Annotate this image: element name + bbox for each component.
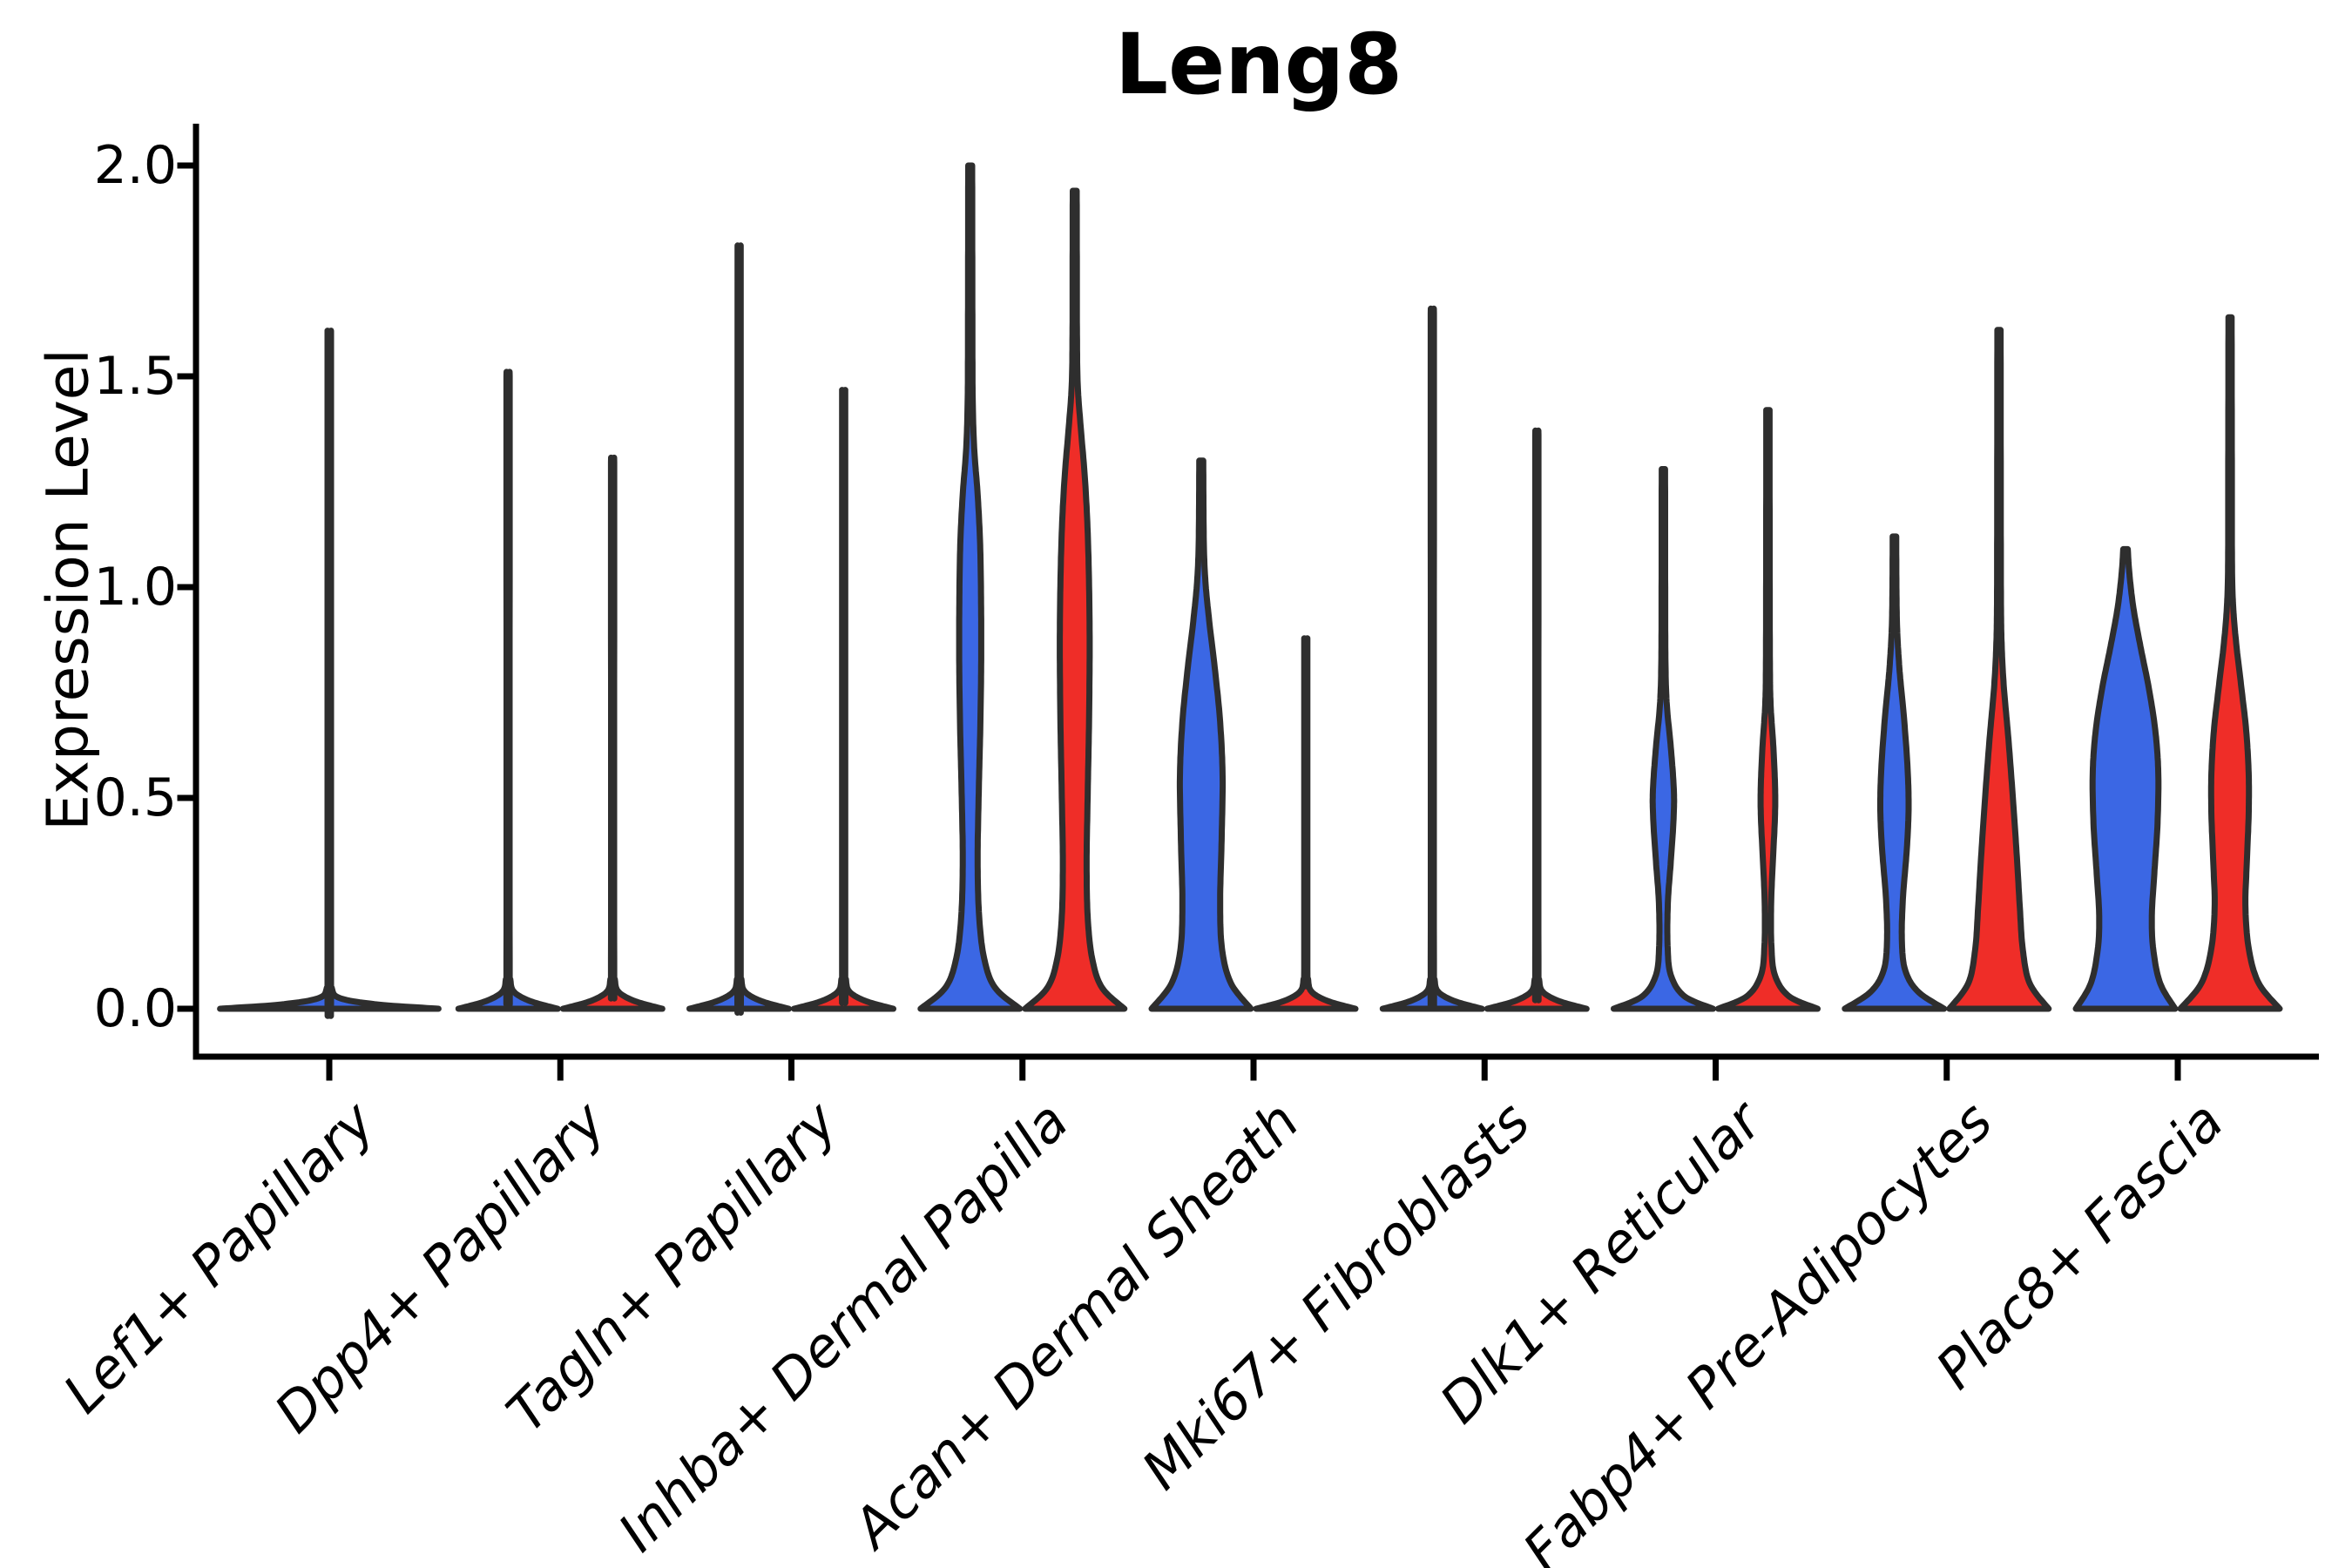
violin-mki67-fibroblasts-blue bbox=[1379, 305, 1485, 1012]
x-tick-mark bbox=[1943, 1059, 1950, 1081]
y-tick-label: 0.0 bbox=[93, 978, 177, 1039]
x-tick-mark bbox=[2174, 1059, 2181, 1081]
x-tick-mark bbox=[1250, 1059, 1257, 1081]
chart-title: Leng8 bbox=[1114, 16, 1403, 113]
violin-dlk1-reticular-blue bbox=[1611, 466, 1716, 1012]
x-tick-mark bbox=[557, 1059, 564, 1081]
violin-dpp4-papillary-blue bbox=[455, 368, 561, 1012]
violin-dpp4-papillary-red bbox=[559, 454, 666, 1012]
y-tick-mark bbox=[177, 373, 193, 380]
violin-tagln-papillary-blue bbox=[686, 242, 792, 1016]
violin-tagln-papillary-red bbox=[791, 387, 896, 1012]
violin-acan-dermal-sheath-red bbox=[1253, 635, 1359, 1012]
y-tick-label: 1.5 bbox=[93, 346, 177, 407]
violin-plac8-fascia-blue bbox=[2072, 545, 2179, 1012]
x-tick-mark bbox=[1019, 1059, 1026, 1081]
y-tick-label: 1.0 bbox=[93, 557, 177, 618]
violin-lef1-papillary-blue bbox=[217, 328, 442, 1019]
violin-mki67-fibroblasts-red bbox=[1484, 427, 1590, 1012]
x-axis-spine bbox=[193, 1053, 2319, 1060]
y-tick-mark bbox=[177, 1005, 193, 1012]
violin-acan-dermal-sheath-blue bbox=[1148, 457, 1254, 1012]
y-tick-mark bbox=[177, 162, 193, 169]
y-tick-mark bbox=[177, 584, 193, 591]
x-tick-mark bbox=[1713, 1059, 1719, 1081]
violin-fabp4-pre-adipocytes-blue bbox=[1842, 533, 1948, 1012]
x-tick-mark bbox=[326, 1059, 333, 1081]
violin-inhba-dermal-papilla-blue bbox=[917, 162, 1024, 1012]
violin-inhba-dermal-papilla-red bbox=[1022, 187, 1128, 1012]
axes-layer bbox=[177, 124, 2319, 1081]
y-tick-label: 2.0 bbox=[93, 135, 177, 196]
violin-fabp4-pre-adipocytes-red bbox=[1946, 327, 2052, 1012]
y-axis-spine bbox=[193, 124, 199, 1060]
violin-plac8-fascia-red bbox=[2177, 314, 2283, 1012]
x-tick-mark bbox=[1481, 1059, 1488, 1081]
violin-dlk1-reticular-red bbox=[1715, 407, 1821, 1012]
y-tick-label: 0.5 bbox=[93, 767, 177, 828]
x-tick-mark bbox=[788, 1059, 794, 1081]
y-tick-mark bbox=[177, 794, 193, 801]
violins-layer bbox=[217, 162, 2283, 1019]
